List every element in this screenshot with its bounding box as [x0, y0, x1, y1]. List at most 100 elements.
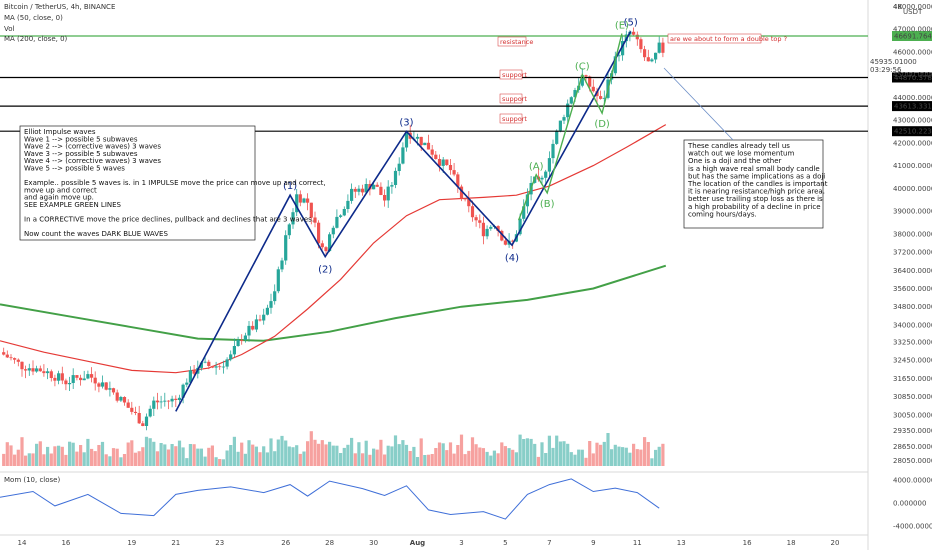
volume-bar	[459, 434, 464, 466]
candle-body	[170, 398, 174, 402]
candle-body	[364, 184, 368, 193]
left-note-line: Example.. possible 5 waves is. in 1 IMPU…	[24, 179, 326, 187]
y-tick-label: 35600.000000	[893, 285, 932, 293]
volume-bar	[163, 444, 167, 466]
candle-body	[580, 75, 584, 86]
left-note-line: Elliot Impulse waves	[24, 128, 96, 136]
x-tick-label: 16	[743, 539, 752, 547]
volume-bar	[397, 444, 401, 466]
volume-bar	[654, 449, 658, 466]
y-tick-label: 42000.000000	[893, 139, 932, 147]
volume-bar	[595, 442, 599, 466]
support-tag-box-2	[499, 93, 523, 104]
blue-wave-label: (1)	[283, 181, 297, 192]
y-tick-label: 44000.000000	[893, 94, 932, 102]
candle-body	[100, 382, 105, 387]
volume-bar	[49, 453, 53, 466]
candle-body	[430, 149, 434, 155]
candle-body	[328, 234, 332, 252]
candle-body	[210, 366, 214, 368]
double-top-tag-box	[667, 33, 762, 44]
right-note-line: watch out we lose momentum	[688, 150, 794, 158]
volume-bar	[441, 443, 445, 466]
mom-legend: Mom (10, close)	[4, 476, 60, 484]
volume-bar	[606, 433, 610, 466]
price-axis: 48000.000000 47000.000000 46000.000000 4500…	[893, 3, 932, 531]
volume-bar	[287, 446, 291, 466]
y-tick-label: 37200.000000	[893, 249, 932, 257]
volume-bar	[27, 453, 31, 466]
volume-bar	[584, 457, 588, 466]
candle-body	[20, 361, 24, 370]
volume-bar	[375, 449, 379, 466]
candle-body	[562, 117, 566, 121]
x-tick-label: 9	[591, 539, 595, 547]
candle-body	[232, 346, 236, 355]
volume-bar	[485, 451, 489, 466]
volume-bar	[393, 435, 398, 466]
candle-body	[141, 423, 145, 426]
candle-body	[650, 59, 654, 62]
volume-bar	[199, 448, 203, 466]
green-wave-line	[517, 33, 623, 221]
volume-bar	[53, 446, 57, 466]
candle-body	[155, 400, 160, 403]
y-tick-label: 33250.000000	[893, 339, 932, 347]
candle-body	[478, 220, 482, 223]
double-top-tag: are we about to form a double top ?	[670, 35, 787, 43]
support-tag-3: support	[502, 115, 527, 123]
candle-body	[295, 194, 299, 213]
volume-bar	[254, 446, 258, 466]
volume-bar	[317, 443, 321, 466]
ma50-legend: MA (50, close, 0)	[4, 14, 63, 22]
volume-bar	[361, 453, 365, 466]
volume-bar	[177, 440, 182, 466]
support-tag-box-1	[499, 69, 523, 80]
candle-body	[269, 301, 273, 308]
candle-body	[265, 307, 269, 315]
candle-body	[302, 198, 306, 203]
candle-body	[236, 340, 240, 346]
volume-bar	[621, 447, 625, 466]
candle-body	[467, 198, 471, 207]
candle-body	[555, 130, 559, 144]
level-price-tag-bg	[892, 101, 932, 112]
volume-bar	[291, 447, 295, 466]
left-note-line: Now count the waves DARK BLUE WAVES	[24, 230, 168, 238]
candle-body	[437, 159, 442, 166]
candle-body	[331, 227, 335, 235]
volume-bar	[225, 450, 229, 466]
volume-bar	[331, 445, 335, 466]
candle-body	[372, 184, 376, 190]
volume-bar	[148, 438, 152, 466]
candle-body	[35, 368, 39, 372]
y-tick-label: 45000.000000	[893, 71, 932, 79]
volume-bar	[339, 453, 343, 466]
volume-bar	[152, 441, 156, 466]
volume-bar	[214, 457, 218, 466]
volume-bar	[599, 444, 603, 466]
volume-bar	[536, 456, 540, 466]
currency-label: USDT	[903, 8, 923, 16]
candle-body	[207, 361, 211, 366]
volume-bar	[196, 448, 200, 466]
left-note-line: Wave 5 --> possible 5 waves	[24, 165, 125, 173]
candle-body	[133, 411, 138, 413]
volume-bar	[181, 447, 185, 466]
y-tick-label: 28050.000000	[893, 457, 932, 465]
volume-bar	[379, 439, 383, 466]
volume-bar	[328, 441, 332, 466]
vol-legend: Vol	[4, 25, 15, 33]
volume-bar	[555, 435, 559, 466]
level-price-tag-bg	[892, 126, 932, 137]
candle-body	[53, 377, 57, 381]
candle-body	[137, 413, 141, 424]
candle-body	[82, 378, 86, 381]
ma200-legend: MA (200, close, 0)	[4, 35, 68, 43]
x-tick-label: 28	[325, 539, 334, 547]
candle-body	[500, 230, 504, 241]
candle-body	[489, 226, 493, 229]
volume-bar	[580, 449, 584, 466]
volume-bar	[423, 455, 427, 466]
